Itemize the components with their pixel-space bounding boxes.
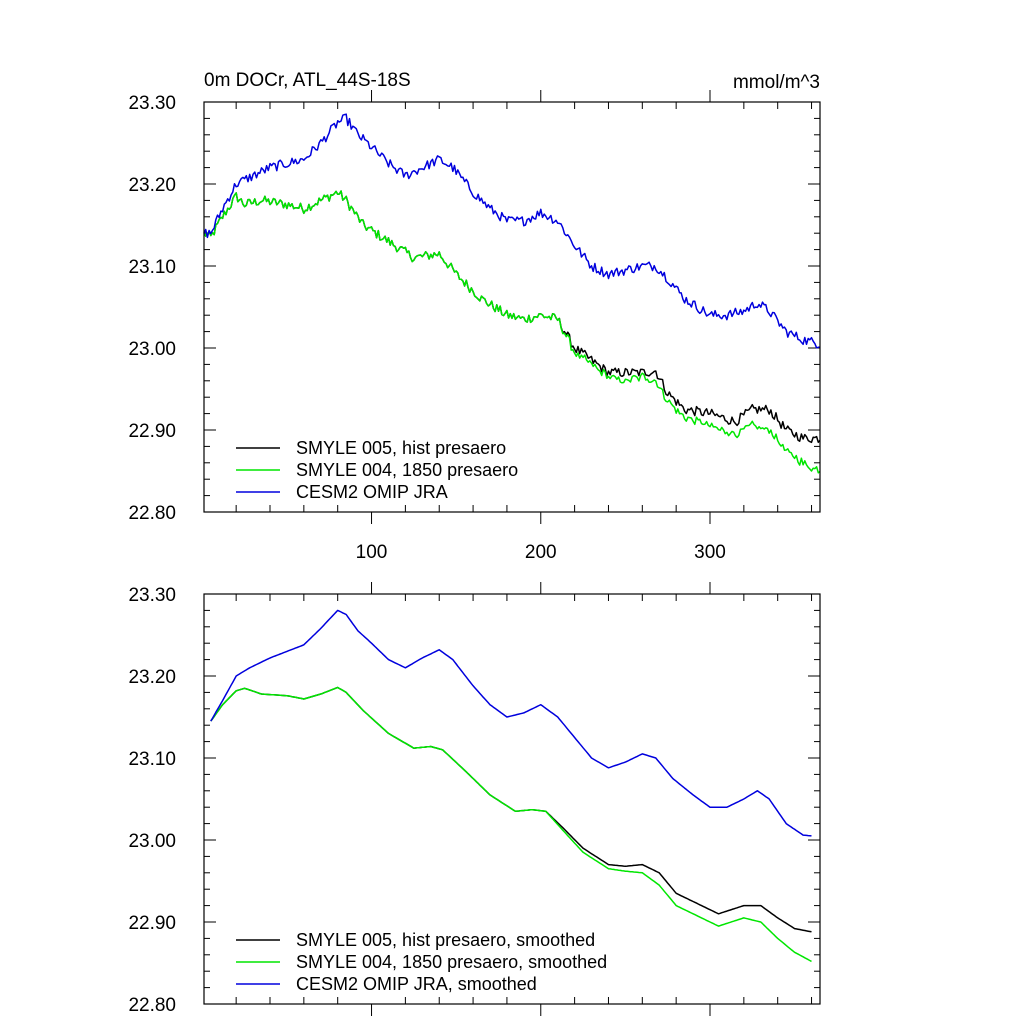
panel-top: 0m DOCr, ATL_44S-18S mmol/m^3 22.80 22.90…: [128, 70, 821, 563]
y-tick-label: 23.10: [128, 257, 176, 278]
series-lines-bottom: [210, 609, 812, 963]
y-tick-label: 23.10: [128, 749, 176, 770]
axes-bottom: 22.80 22.90 23.00 23.10 23.20 23.30: [128, 582, 820, 1016]
y-tick-label: 23.00: [128, 831, 176, 852]
panel-bottom: 22.80 22.90 23.00 23.10 23.20 23.30 SMYLE 005…: [128, 582, 821, 1016]
series-line-smyle-004-1850-presaero: [203, 190, 821, 474]
chart-title: 0m DOCr, ATL_44S-18S: [204, 70, 411, 91]
y-tick-label: 22.80: [128, 995, 176, 1016]
legend-label-cesm2-omip: CESM2 OMIP JRA: [296, 482, 448, 502]
legend-bottom: SMYLE 005, hist presaero, smoothed SMYLE…: [236, 930, 607, 994]
y-tick-label: 23.00: [128, 339, 176, 360]
x-tick-label: 200: [525, 542, 557, 563]
chart-units: mmol/m^3: [733, 72, 820, 93]
y-tick-label: 22.90: [128, 421, 176, 442]
y-tick-label: 23.30: [128, 93, 176, 114]
legend-label-smyle-004: SMYLE 004, 1850 presaero: [296, 460, 518, 480]
plot-frame-bottom: [203, 593, 821, 1005]
series-line-smyle-005-hist-presaero-smoothed: [210, 686, 812, 933]
legend-label-smyle-005-smoothed: SMYLE 005, hist presaero, smoothed: [296, 930, 595, 950]
series-line-smyle-004-1850-presaero-smoothed: [210, 686, 812, 963]
axes-top: 22.80 22.90 23.00 23.10 23.20 23.30 100 200 300: [128, 90, 820, 563]
series-lines-top: [203, 113, 821, 474]
series-line-cesm2-omip-jra-smoothed: [210, 609, 812, 837]
y-tick-label: 23.30: [128, 585, 176, 606]
legend-top: SMYLE 005, hist presaero SMYLE 004, 1850…: [236, 438, 518, 502]
legend-label-cesm2-omip-smoothed: CESM2 OMIP JRA, smoothed: [296, 974, 537, 994]
plot-frame-top: [203, 101, 821, 513]
legend-label-smyle-005: SMYLE 005, hist presaero: [296, 438, 506, 458]
x-tick-label: 300: [694, 542, 726, 563]
series-line-cesm2-omip-jra: [203, 113, 821, 349]
y-tick-label: 22.80: [128, 503, 176, 524]
y-tick-label: 23.20: [128, 667, 176, 688]
x-tick-label: 100: [356, 542, 388, 563]
y-tick-label: 23.20: [128, 175, 176, 196]
y-tick-label: 22.90: [128, 913, 176, 934]
legend-label-smyle-004-smoothed: SMYLE 004, 1850 presaero, smoothed: [296, 952, 607, 972]
